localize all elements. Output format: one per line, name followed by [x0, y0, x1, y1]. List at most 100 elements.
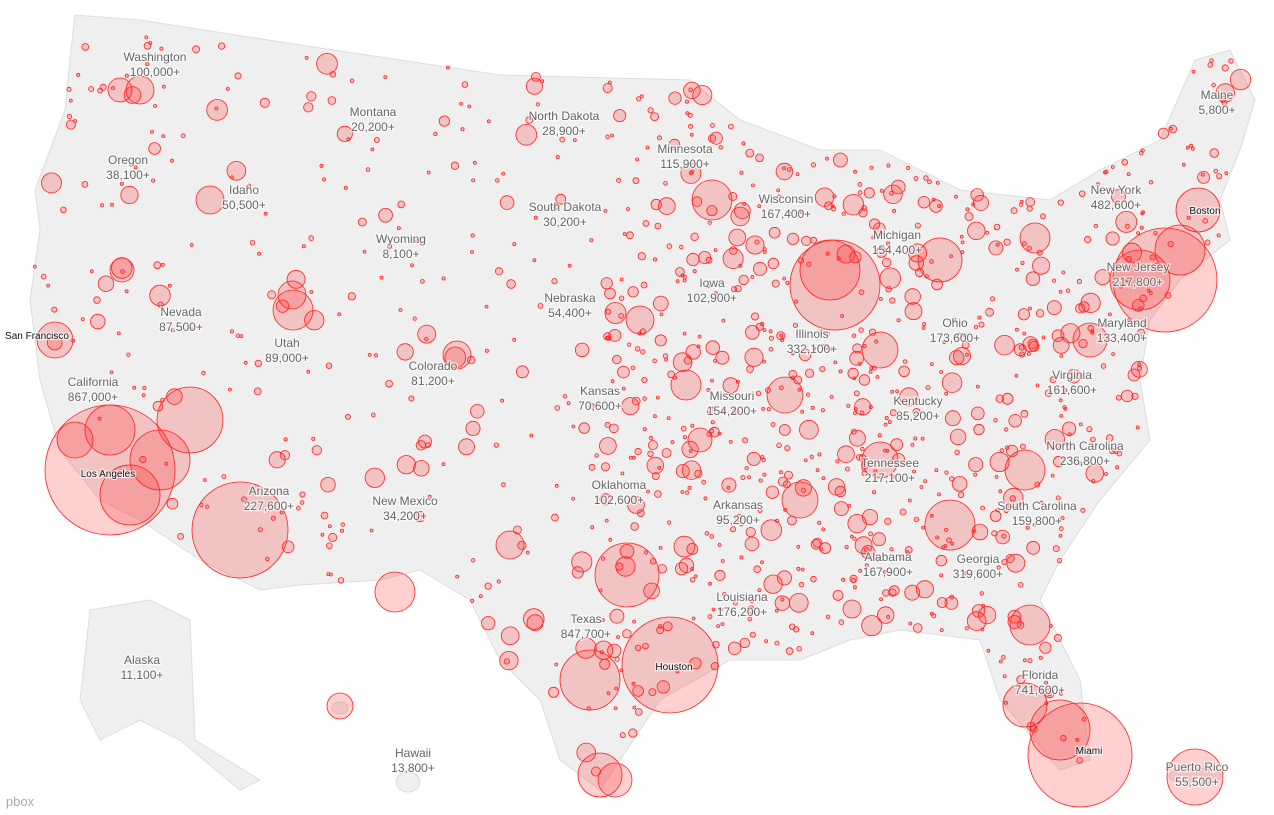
bubble [821, 343, 829, 351]
bubble [710, 123, 715, 128]
bubble [741, 141, 746, 146]
bubble [961, 341, 970, 350]
bubble [970, 188, 984, 202]
bubble [320, 532, 325, 537]
bubble [1215, 83, 1235, 103]
bubble [746, 365, 754, 373]
bubble [774, 608, 779, 613]
bubble [571, 496, 575, 501]
bubble [1191, 69, 1196, 74]
bubble [704, 531, 710, 536]
bubble [1028, 306, 1032, 311]
bubble [433, 131, 438, 137]
state-count: 319,600+ [953, 567, 1003, 581]
bubble [713, 358, 718, 363]
bubble [369, 528, 374, 533]
bubble [661, 448, 672, 458]
bubble [566, 401, 571, 406]
bubble [776, 331, 786, 341]
bubble [706, 205, 718, 217]
bubble [896, 318, 901, 323]
bubble [1200, 172, 1205, 177]
bubble [722, 247, 744, 269]
bubble [767, 257, 780, 270]
bubble [912, 469, 916, 474]
bubble [690, 567, 694, 571]
bubble [692, 269, 697, 274]
city-label: Boston [1189, 206, 1220, 217]
bubble [1127, 318, 1131, 323]
city-label: Houston [655, 662, 692, 673]
bubble [999, 448, 1005, 453]
bubble [1080, 292, 1101, 313]
bubble [36, 321, 74, 359]
bubble [993, 223, 1001, 231]
bubble [1053, 455, 1065, 468]
bubble [600, 277, 613, 290]
bubble [68, 98, 73, 103]
state-count: 159,800+ [1012, 514, 1062, 528]
bubble [1104, 472, 1108, 476]
bubble [304, 310, 325, 331]
bubble [929, 611, 934, 616]
bubble [99, 203, 105, 208]
bubble [887, 419, 892, 424]
bubble [755, 322, 764, 331]
bubble [89, 269, 94, 274]
bubble [709, 426, 720, 438]
bubble [1137, 362, 1142, 367]
bubble [344, 413, 351, 420]
bubble [257, 251, 262, 256]
bubble [886, 615, 890, 619]
hawaii-island [331, 701, 349, 715]
bubble [722, 592, 727, 597]
bubble [306, 91, 317, 102]
bubble [408, 395, 415, 402]
bubble [672, 352, 693, 373]
bubble [1032, 256, 1051, 275]
bubble [875, 374, 880, 379]
bubble [1112, 227, 1218, 333]
bubble [728, 191, 738, 201]
bubble [588, 402, 595, 409]
bubble [793, 375, 803, 385]
bubble [738, 274, 749, 286]
bubble [788, 370, 797, 379]
bubble [441, 276, 446, 281]
bubble [1078, 422, 1083, 427]
bubble [1058, 533, 1063, 538]
bubble [681, 440, 699, 458]
bubble [634, 447, 642, 456]
bubble [415, 239, 420, 244]
bubble [908, 243, 928, 263]
bubble [554, 483, 559, 488]
bubble [346, 137, 351, 142]
bubble [889, 297, 896, 304]
bubble [84, 404, 136, 456]
state-name: Virginia [1052, 368, 1092, 382]
bubble [93, 296, 101, 304]
bubble [688, 87, 693, 93]
bubble [785, 647, 794, 655]
bubble [1127, 368, 1141, 382]
bubble [647, 440, 658, 451]
bubble [1006, 553, 1026, 573]
bubble [640, 281, 648, 289]
bubble [1046, 300, 1062, 316]
bubble [834, 501, 849, 517]
bubble [1062, 421, 1077, 436]
bubble [270, 515, 276, 521]
bubble [161, 84, 166, 89]
bubble [796, 544, 801, 549]
bubble [133, 165, 138, 170]
bubble [718, 607, 723, 612]
state-count: 34,200+ [383, 509, 427, 523]
bubble [681, 460, 702, 480]
bubble [417, 434, 432, 449]
bubble [1137, 328, 1145, 337]
bubble [858, 289, 865, 296]
bubble [779, 470, 784, 475]
bubble [420, 279, 425, 284]
bubble [1004, 427, 1009, 432]
bubble [864, 563, 869, 568]
